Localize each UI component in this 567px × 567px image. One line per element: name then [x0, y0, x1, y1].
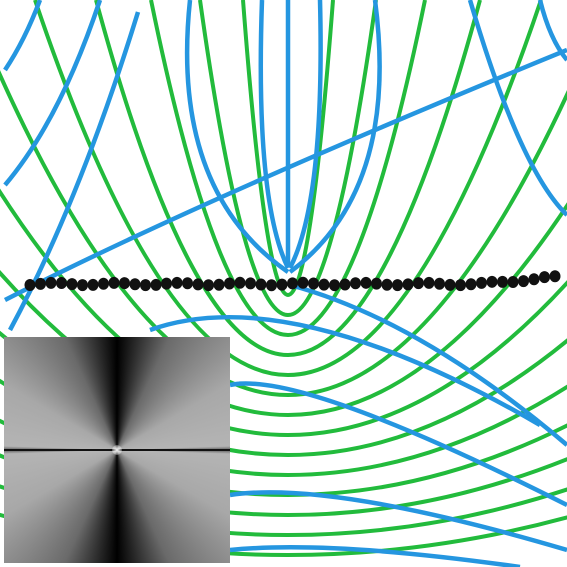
blue-curve: [3, 0, 43, 72]
green-curve: [33, 0, 543, 377]
dot: [108, 276, 120, 289]
dot: [192, 278, 204, 291]
dot: [45, 276, 57, 289]
dot: [24, 279, 36, 292]
dot: [56, 277, 67, 290]
blue-curves: [3, 0, 567, 567]
green-curve: [149, 0, 427, 337]
blue-curve: [467, 0, 567, 217]
blue-curve: [149, 314, 542, 427]
dot: [402, 278, 414, 291]
dot: [465, 278, 477, 291]
dot: [297, 276, 309, 289]
blue-curve: [3, 47, 567, 303]
blue-curve: [229, 490, 567, 553]
dot: [423, 276, 435, 289]
dot: [287, 277, 298, 290]
dot: [329, 279, 340, 292]
grayscale-inset: [4, 337, 230, 563]
dot: [308, 277, 319, 290]
green-curve: [0, 453, 567, 517]
dot: [182, 277, 193, 290]
dot: [203, 279, 214, 292]
dot-row: [24, 270, 561, 292]
dot: [350, 277, 361, 290]
blue-curve: [288, 0, 382, 274]
dot: [518, 275, 529, 288]
dot: [98, 277, 109, 290]
dot: [255, 278, 267, 291]
dot: [150, 278, 162, 291]
dot: [266, 279, 277, 292]
green-curve: [0, 484, 567, 537]
dot: [455, 279, 466, 292]
green-curve: [0, 378, 567, 477]
green-curve: [94, 0, 482, 357]
blue-curve: [287, 0, 323, 270]
dot: [371, 277, 382, 290]
blue-curve: [8, 11, 141, 332]
blue-curve: [229, 381, 567, 508]
dot: [119, 277, 130, 290]
dot: [87, 278, 99, 291]
dot: [444, 278, 456, 291]
blue-curve: [258, 0, 291, 269]
dot: [213, 278, 225, 291]
dot: [77, 279, 88, 292]
dot: [381, 278, 393, 291]
green-curve: [0, 330, 567, 457]
dot: [276, 278, 288, 291]
dot: [140, 279, 151, 292]
blue-curve: [229, 545, 521, 567]
dot: [434, 277, 445, 290]
dot: [318, 278, 330, 291]
dot: [129, 278, 141, 291]
dot: [413, 277, 424, 290]
dot: [171, 276, 183, 289]
dot: [549, 270, 561, 283]
green-curve: [0, 269, 567, 437]
dot: [161, 277, 172, 290]
dot: [339, 278, 351, 291]
dot: [245, 277, 256, 290]
dot: [486, 275, 498, 288]
blue-curve: [537, 0, 567, 62]
dot: [224, 277, 235, 290]
dot: [392, 279, 403, 292]
green-curve: [0, 69, 567, 397]
green-curve: [198, 0, 378, 317]
dot: [66, 278, 78, 291]
dot: [528, 273, 540, 286]
green-curve: [0, 512, 567, 557]
dot: [35, 277, 46, 290]
dot: [539, 271, 550, 284]
blue-curve: [184, 0, 290, 274]
dot: [360, 276, 372, 289]
dot: [507, 276, 519, 289]
blue-curve: [3, 0, 103, 187]
green-curve: [241, 0, 335, 297]
blue-curve: [289, 282, 567, 447]
dot: [497, 275, 508, 288]
dot: [234, 276, 246, 289]
dot: [476, 276, 487, 289]
